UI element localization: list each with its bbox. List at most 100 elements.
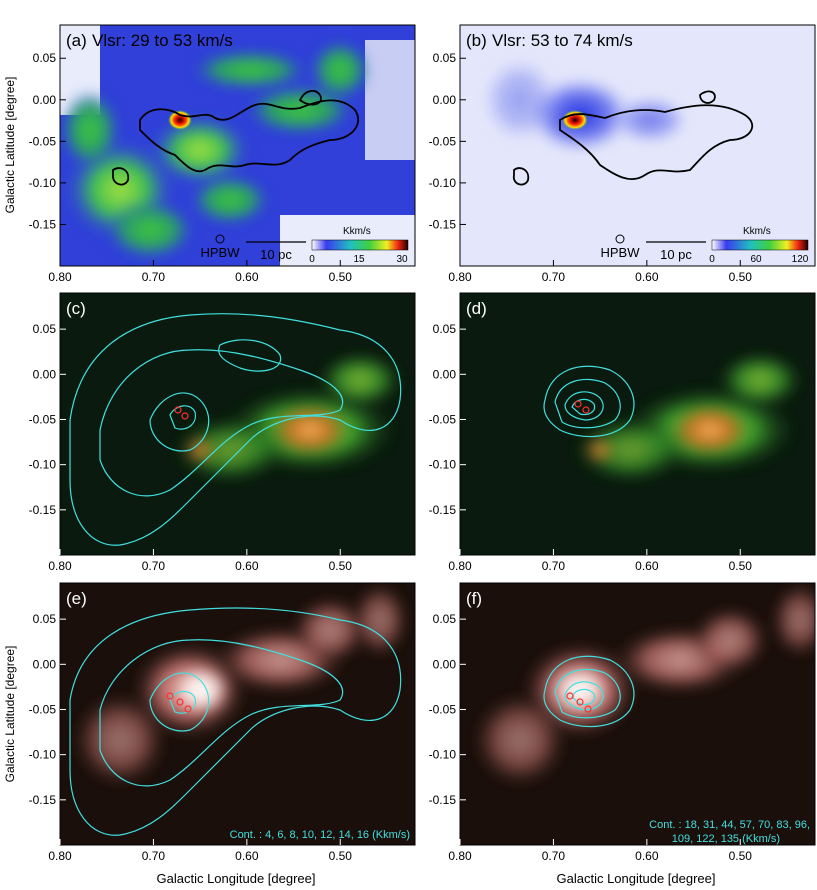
y-tick-label: -0.15: [429, 793, 457, 807]
panel-a-colorbar-ramp: [311, 239, 409, 251]
panel-b-scale-label: 10 pc: [660, 247, 692, 262]
panel-f-contour-note: 109, 122, 135 (Kkm/s): [672, 833, 780, 845]
x-tick-label: 0.70: [142, 849, 166, 863]
x-tick-label: 0.70: [142, 270, 166, 284]
y-tick-label: -0.10: [29, 748, 57, 762]
y-tick-label: -0.05: [29, 702, 57, 716]
y-tick-label: 0.00: [433, 657, 457, 671]
panel-f-image: Cont. : 18, 31, 44, 57, 70, 83, 96, 109,…: [460, 583, 815, 845]
panel-c-tag: (c): [66, 299, 86, 318]
panel-e: Cont. : 4, 6, 8, 10, 12, 14, 16 (Kkm/s) …: [59, 582, 416, 846]
panel-d-red-markers: [574, 400, 590, 414]
panel-a-tag: (a): [66, 31, 87, 50]
panel-c-image: [60, 293, 415, 555]
panel-a-title: Vlsr: 29 to 53 km/s: [92, 31, 233, 50]
x-tick-label: 0.70: [542, 849, 566, 863]
panel-f-red-markers: [566, 692, 592, 713]
x-tick-label: 0.50: [729, 559, 753, 573]
panel-c-frame: [59, 292, 416, 556]
y-axis-label-row1: Galactic Latitude [degree]: [3, 77, 17, 214]
panel-f-frame: [459, 582, 816, 846]
panel-b-image: [460, 25, 815, 266]
panel-f-contour-note: Cont. : 18, 31, 44, 57, 70, 83, 96,: [649, 819, 810, 831]
x-tick-label: 0.60: [235, 270, 259, 284]
y-tick-label: -0.10: [429, 458, 457, 472]
panel-e-image: Cont. : 4, 6, 8, 10, 12, 14, 16 (Kkm/s): [60, 583, 415, 845]
panel-e-tag: (e): [66, 589, 87, 608]
panel-a-image: [60, 25, 415, 266]
panel-a-colorbar-tick: 0: [309, 254, 315, 265]
y-tick-label: -0.10: [29, 176, 57, 190]
y-tick-label: -0.15: [29, 503, 57, 517]
y-tick-label: 0.05: [33, 612, 57, 626]
panel-b-colorbar-tick: 120: [792, 254, 809, 265]
y-tick-label: 0.00: [33, 93, 57, 107]
panel-d-tag: (d): [466, 299, 487, 318]
panel-d-frame: [459, 292, 816, 556]
x-tick-label: 0.60: [635, 559, 659, 573]
y-tick-label: 0.05: [33, 322, 57, 336]
panel-d: (d): [459, 292, 816, 556]
x-tick-label: 0.80: [48, 849, 72, 863]
y-tick-label: 0.00: [433, 93, 457, 107]
panel-b-title: Vlsr: 53 to 74 km/s: [492, 31, 633, 50]
x-tick-label: 0.80: [48, 559, 72, 573]
panel-c-contours: [69, 313, 402, 546]
panel-e-contours: [69, 607, 402, 836]
x-axis-label-right: Galactic Longitude [degree]: [557, 871, 716, 886]
panel-b-beam-label: HPBW: [601, 245, 641, 260]
y-tick-label: -0.10: [429, 176, 457, 190]
y-tick-label: -0.05: [29, 412, 57, 426]
x-axis-label-left: Galactic Longitude [degree]: [157, 871, 316, 886]
panel-d-image: [460, 293, 815, 555]
panel-b-frame: [459, 24, 816, 267]
y-tick-label: -0.05: [29, 134, 57, 148]
x-tick-label: 0.50: [729, 849, 753, 863]
panel-a-beam-label: HPBW: [201, 245, 241, 260]
y-tick-label: -0.15: [429, 217, 457, 231]
y-tick-label: -0.05: [429, 702, 457, 716]
y-tick-label: 0.05: [433, 51, 457, 65]
panel-a-black-contours: [112, 89, 360, 186]
y-tick-label: 0.00: [33, 367, 57, 381]
panel-c-red-markers: [174, 406, 189, 420]
panel-e-frame: [59, 582, 416, 846]
panel-b-beam-marker: [615, 234, 625, 244]
x-tick-label: 0.80: [448, 559, 472, 573]
panel-a-colorbar-tick: 15: [353, 254, 365, 265]
y-tick-label: -0.15: [429, 503, 457, 517]
x-tick-label: 0.80: [48, 270, 72, 284]
y-tick-label: 0.05: [433, 322, 457, 336]
x-tick-label: 0.50: [329, 270, 353, 284]
panel-f-tag: (f): [466, 589, 482, 608]
x-tick-label: 0.50: [329, 849, 353, 863]
y-tick-label: -0.05: [429, 134, 457, 148]
panel-b: (b) Vlsr: 53 to 74 km/s Kkm/s 0 60 120 H…: [459, 24, 816, 267]
panel-a-frame: [59, 24, 416, 267]
panel-e-red-markers: [166, 692, 192, 713]
y-tick-label: -0.15: [29, 793, 57, 807]
y-tick-label: -0.05: [429, 412, 457, 426]
x-tick-label: 0.60: [235, 849, 259, 863]
x-tick-label: 0.70: [542, 559, 566, 573]
panel-b-colorbar: Kkm/s 0 60 120: [709, 226, 809, 265]
panel-a-beam-marker: [215, 234, 225, 244]
panel-f: Cont. : 18, 31, 44, 57, 70, 83, 96, 109,…: [459, 582, 816, 846]
x-tick-label: 0.60: [635, 270, 659, 284]
panel-b-black-contours: [513, 90, 754, 186]
panel-e-contour-note: Cont. : 4, 6, 8, 10, 12, 14, 16 (Kkm/s): [230, 829, 410, 841]
panel-f-contours: [543, 655, 635, 728]
y-tick-label: 0.05: [433, 612, 457, 626]
x-tick-label: 0.50: [329, 559, 353, 573]
x-tick-label: 0.60: [635, 849, 659, 863]
x-tick-label: 0.70: [542, 270, 566, 284]
axes-layer: 0.80 0.70 0.60 0.50 0.05 0.00 -0.05 -0.10 -0.15 0…: [29, 51, 753, 863]
panel-b-tag: (b): [466, 31, 487, 50]
panel-d-contours: [543, 365, 635, 438]
y-tick-label: -0.15: [29, 217, 57, 231]
panel-b-colorbar-tick: 0: [709, 254, 715, 265]
x-tick-label: 0.60: [235, 559, 259, 573]
y-tick-label: -0.10: [29, 458, 57, 472]
panel-b-colorbar-ramp: [711, 239, 809, 251]
